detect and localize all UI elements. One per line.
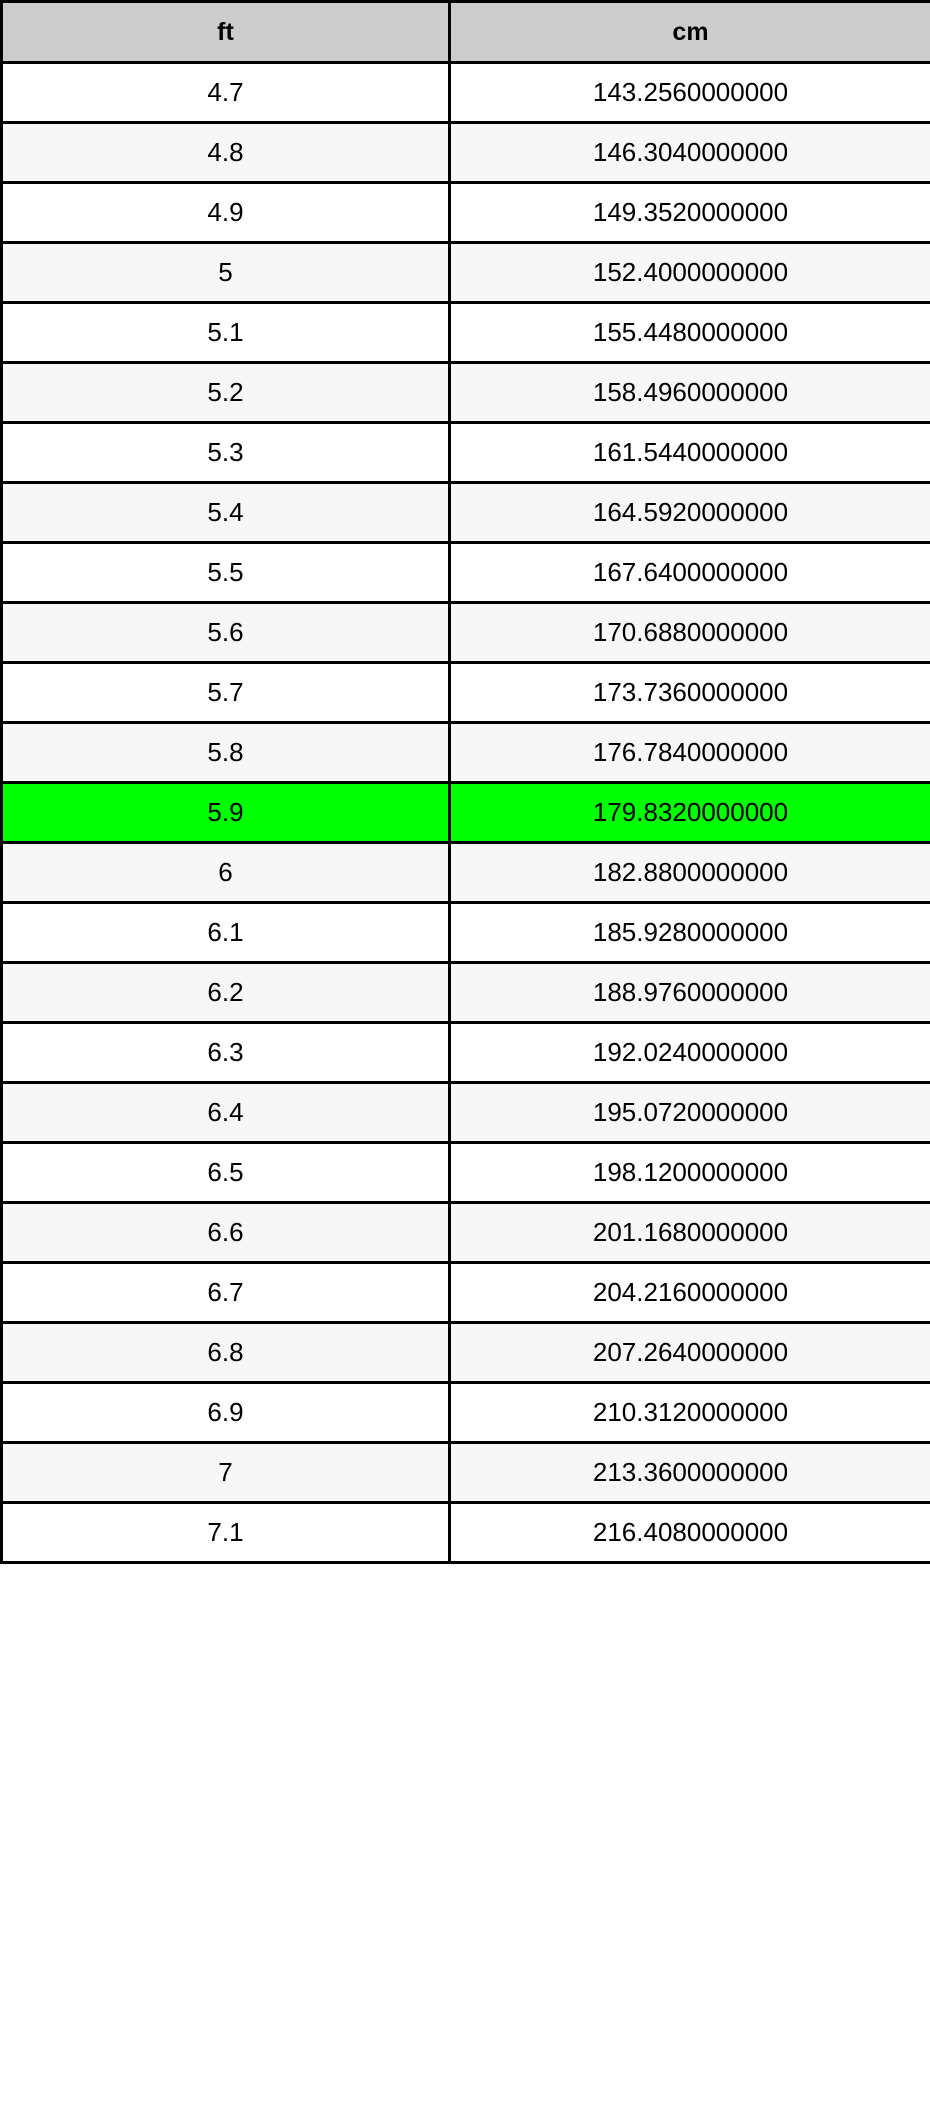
table-row: 6.7 204.2160000000 xyxy=(1,1261,930,1323)
cell-cm-value: 192.0240000000 xyxy=(449,1021,930,1083)
cell-ft-value: 6.5 xyxy=(1,1141,451,1203)
cell-cm-value: 146.3040000000 xyxy=(449,121,930,183)
cell-cm-value: 204.2160000000 xyxy=(449,1261,930,1323)
table-row: 4.8 146.3040000000 xyxy=(1,121,930,183)
cell-ft-value: 6.8 xyxy=(1,1321,451,1383)
cell-cm-value: 216.4080000000 xyxy=(449,1501,930,1563)
table-row: 4.9 149.3520000000 xyxy=(1,181,930,243)
cell-ft-value: 6.6 xyxy=(1,1201,451,1263)
table-row: 6.3 192.0240000000 xyxy=(1,1021,930,1083)
cell-cm-value: 149.3520000000 xyxy=(449,181,930,243)
cell-cm-value: 179.8320000000 xyxy=(449,781,930,843)
cell-cm-value: 182.8800000000 xyxy=(449,841,930,903)
cell-ft-value: 7 xyxy=(1,1441,451,1503)
cell-ft-value: 7.1 xyxy=(1,1501,451,1563)
cell-ft-value: 6.4 xyxy=(1,1081,451,1143)
table-row: 6 182.8800000000 xyxy=(1,841,930,903)
table-row: 6.4 195.0720000000 xyxy=(1,1081,930,1143)
table-header-row: ft cm xyxy=(1,1,930,63)
column-header-ft: ft xyxy=(1,1,451,63)
table-row: 5.2 158.4960000000 xyxy=(1,361,930,423)
cell-ft-value: 6.3 xyxy=(1,1021,451,1083)
table-row: 5.4 164.5920000000 xyxy=(1,481,930,543)
cell-cm-value: 152.4000000000 xyxy=(449,241,930,303)
cell-cm-value: 210.3120000000 xyxy=(449,1381,930,1443)
table-row: 4.7 143.2560000000 xyxy=(1,61,930,123)
table-row: 5.8 176.7840000000 xyxy=(1,721,930,783)
table-row: 5.5 167.6400000000 xyxy=(1,541,930,603)
cell-cm-value: 198.1200000000 xyxy=(449,1141,930,1203)
cell-cm-value: 155.4480000000 xyxy=(449,301,930,363)
table-row: 6.8 207.2640000000 xyxy=(1,1321,930,1383)
cell-ft-value: 5.4 xyxy=(1,481,451,543)
cell-ft-value: 5.6 xyxy=(1,601,451,663)
table-row: 5.7 173.7360000000 xyxy=(1,661,930,723)
table-row-highlighted: 5.9 179.8320000000 xyxy=(1,781,930,843)
table-row: 5 152.4000000000 xyxy=(1,241,930,303)
cell-ft-value: 4.7 xyxy=(1,61,451,123)
table-row: 5.1 155.4480000000 xyxy=(1,301,930,363)
cell-cm-value: 170.6880000000 xyxy=(449,601,930,663)
cell-ft-value: 5.5 xyxy=(1,541,451,603)
cell-ft-value: 4.8 xyxy=(1,121,451,183)
table-row: 5.6 170.6880000000 xyxy=(1,601,930,663)
cell-ft-value: 5.9 xyxy=(1,781,451,843)
cell-ft-value: 6.2 xyxy=(1,961,451,1023)
table-row: 6.5 198.1200000000 xyxy=(1,1141,930,1203)
feet-to-centimeters-table: ft cm 4.7 143.2560000000 4.8 146.3040000000… xyxy=(0,0,930,1564)
cell-ft-value: 5.1 xyxy=(1,301,451,363)
cell-ft-value: 5.2 xyxy=(1,361,451,423)
cell-cm-value: 164.5920000000 xyxy=(449,481,930,543)
cell-cm-value: 201.1680000000 xyxy=(449,1201,930,1263)
cell-cm-value: 143.2560000000 xyxy=(449,61,930,123)
cell-cm-value: 158.4960000000 xyxy=(449,361,930,423)
cell-ft-value: 6.1 xyxy=(1,901,451,963)
cell-cm-value: 188.9760000000 xyxy=(449,961,930,1023)
table-row: 6.6 201.1680000000 xyxy=(1,1201,930,1263)
table-row: 6.1 185.9280000000 xyxy=(1,901,930,963)
cell-cm-value: 213.3600000000 xyxy=(449,1441,930,1503)
cell-cm-value: 195.0720000000 xyxy=(449,1081,930,1143)
cell-ft-value: 6 xyxy=(1,841,451,903)
cell-ft-value: 6.9 xyxy=(1,1381,451,1443)
cell-ft-value: 4.9 xyxy=(1,181,451,243)
cell-ft-value: 5.3 xyxy=(1,421,451,483)
table-row: 7 213.3600000000 xyxy=(1,1441,930,1503)
cell-cm-value: 185.9280000000 xyxy=(449,901,930,963)
cell-ft-value: 6.7 xyxy=(1,1261,451,1323)
cell-cm-value: 161.5440000000 xyxy=(449,421,930,483)
table-row: 5.3 161.5440000000 xyxy=(1,421,930,483)
cell-cm-value: 176.7840000000 xyxy=(449,721,930,783)
table-header: ft cm xyxy=(1,1,930,63)
cell-cm-value: 173.7360000000 xyxy=(449,661,930,723)
cell-ft-value: 5 xyxy=(1,241,451,303)
cell-cm-value: 167.6400000000 xyxy=(449,541,930,603)
table-row: 7.1 216.4080000000 xyxy=(1,1501,930,1563)
cell-ft-value: 5.8 xyxy=(1,721,451,783)
table-body: 4.7 143.2560000000 4.8 146.3040000000 4.9 149… xyxy=(1,61,930,1563)
cell-ft-value: 5.7 xyxy=(1,661,451,723)
table-row: 6.2 188.9760000000 xyxy=(1,961,930,1023)
table-row: 6.9 210.3120000000 xyxy=(1,1381,930,1443)
cell-cm-value: 207.2640000000 xyxy=(449,1321,930,1383)
column-header-cm: cm xyxy=(449,1,930,63)
